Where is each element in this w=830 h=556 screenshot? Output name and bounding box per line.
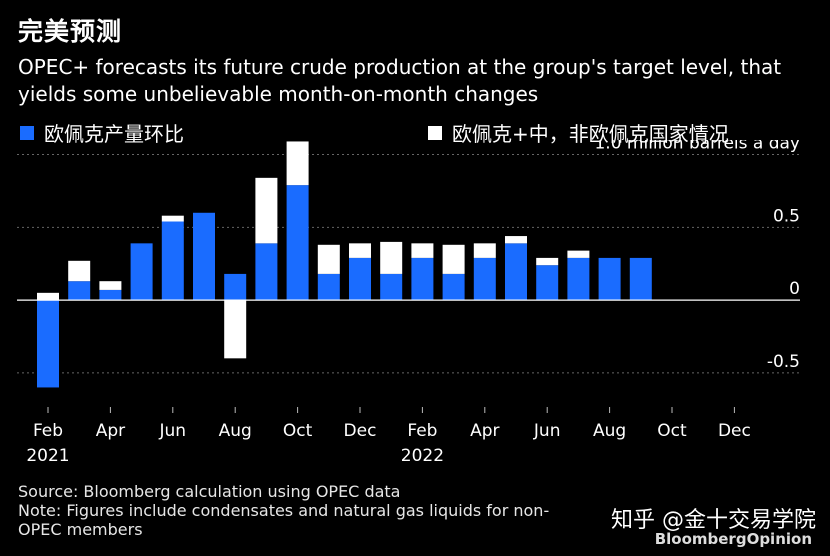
bar-non-opec [99,281,122,290]
bloomberg-opinion-logo: BloombergOpinion [654,530,812,548]
bar-non-opec [255,177,278,244]
x-year-label: 2022 [401,446,444,466]
chart-title: 完美预测 [18,17,123,46]
bar-opec [536,265,559,301]
legend-label-non-opec: 欧佩克+中，非欧佩克国家情况 [452,122,729,146]
data-note: Note: Figures include condensates and na… [18,501,550,539]
bar-non-opec [442,244,465,274]
bar-non-opec [473,243,496,258]
bar-opec [68,281,91,301]
legend-label-opec: 欧佩克产量环比 [44,122,184,146]
bar-non-opec [37,292,59,301]
y-tick-label: 0 [789,279,800,299]
legend-item-opec: 欧佩克产量环比 [20,118,184,147]
bar-opec [505,243,527,301]
chart-footer: Source: Bloomberg calculation using OPEC… [18,482,578,539]
x-tick-label: Aug [593,421,626,441]
bar-non-opec [411,243,434,258]
bar-opec [317,273,340,301]
x-tick-label: Oct [283,421,313,441]
bar-opec [255,243,278,301]
bar-non-opec [380,241,403,274]
x-tick-label: Dec [718,421,751,441]
bar-opec [99,289,122,301]
bar-non-opec [161,215,184,222]
bar-opec [598,257,621,301]
bar-opec [629,257,652,301]
bar-non-opec [286,141,309,186]
x-tick-label: Feb [33,421,63,441]
source-note: Source: Bloomberg calculation using OPEC… [18,482,401,501]
x-tick-label: Apr [470,421,499,441]
bar-opec [161,221,184,301]
x-tick-label: Dec [344,421,377,441]
bar-opec [286,185,309,301]
bar-non-opec [536,257,559,266]
y-tick-label: 0.5 [773,206,800,226]
bar-opec [473,257,496,301]
watermark: 知乎 @金十交易学院 [611,508,816,533]
bar-opec [349,257,371,301]
y-tick-label: 1.0 million barrels a day [594,140,800,154]
x-year-label: 2021 [26,446,69,466]
x-tick-label: Aug [219,421,252,441]
bar-opec [411,257,434,301]
bar-opec [380,273,403,301]
bar-non-opec [567,250,590,258]
x-tick-label: Jun [533,421,561,441]
bar-opec [130,243,153,301]
x-tick-label: Apr [96,421,125,441]
x-tick-label: Jun [159,421,187,441]
bar-opec [37,300,59,388]
bar-non-opec [505,236,527,244]
bar-opec [224,273,247,301]
bar-non-opec [224,300,247,359]
bar-opec [193,212,215,301]
bar-non-opec [349,243,371,258]
bar-non-opec [317,244,340,274]
bar-non-opec [68,260,91,282]
x-tick-label: Oct [657,421,687,441]
legend-swatch-opec [20,125,34,140]
chart-subtitle: OPEC+ forecasts its future crude product… [18,55,782,106]
legend-item-non-opec: 欧佩克+中，非欧佩克国家情况 [428,118,729,147]
bar-opec [567,257,590,301]
bar-chart: 1.0 million barrels a day 0.5 0 -0.5 Feb 2021… [17,140,800,466]
legend-swatch-non-opec [428,125,442,140]
bar-opec [442,273,465,301]
x-tick-label: Feb [407,421,437,441]
y-tick-label: -0.5 [767,352,800,372]
